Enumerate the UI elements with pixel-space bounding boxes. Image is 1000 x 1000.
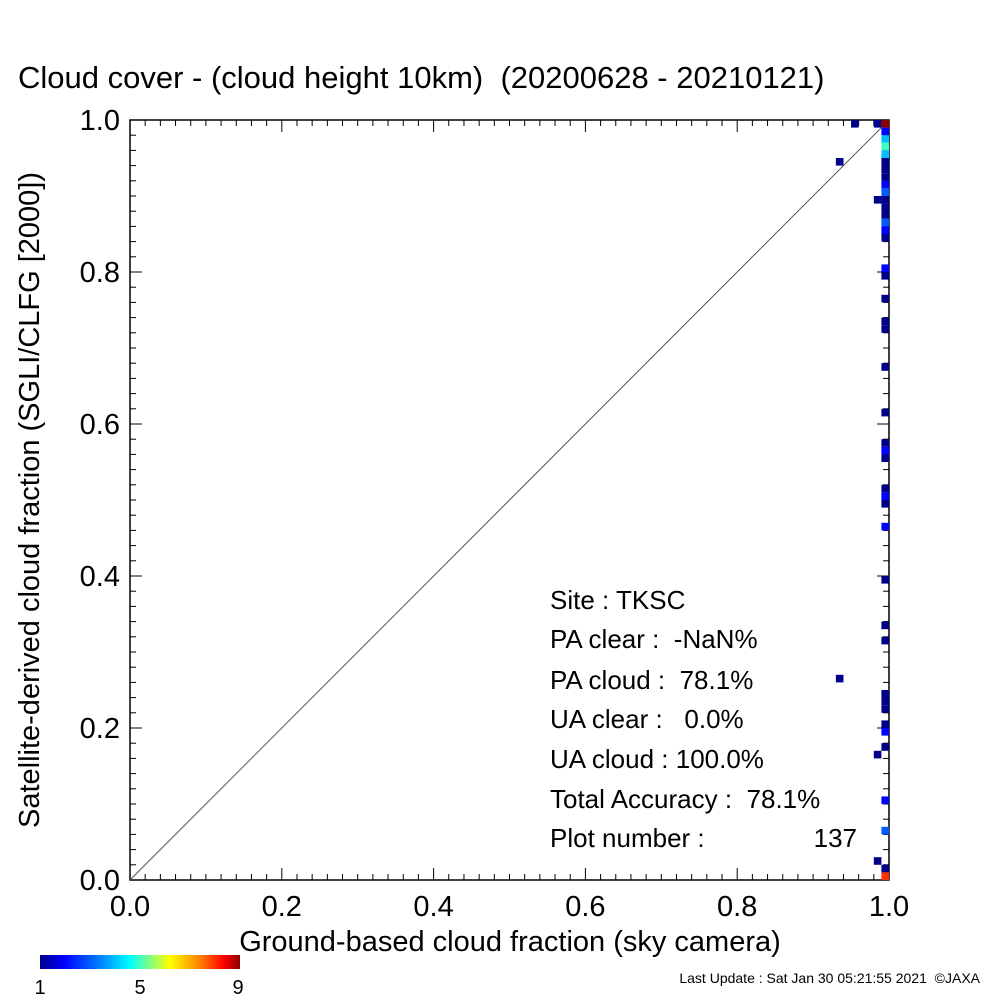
y-axis-label: Satellite-derived cloud fraction (SGLI/C… bbox=[14, 172, 46, 828]
colorbar-tick-mid: 5 bbox=[134, 977, 145, 999]
x-axis-label: Ground-based cloud fraction (sky camera) bbox=[239, 926, 781, 958]
heatmap-cell bbox=[881, 325, 889, 333]
stat-ua-cloud: UA cloud : 100.0% bbox=[550, 744, 764, 774]
heatmap-cell bbox=[881, 363, 889, 371]
heatmap-cell bbox=[881, 226, 889, 234]
heatmap-cell bbox=[881, 173, 889, 181]
heatmap-cell bbox=[881, 796, 889, 804]
stat-plot-number-value: 137 bbox=[814, 823, 857, 853]
y-tick-label-2: 0.4 bbox=[80, 561, 120, 593]
y-tick-labels: 0.0 0.2 0.4 0.6 0.8 1.0 bbox=[80, 105, 120, 897]
heatmap-cell bbox=[881, 446, 889, 455]
heatmap-cell bbox=[881, 522, 889, 531]
heatmap-cell bbox=[881, 294, 889, 303]
y-tick-label-1: 0.2 bbox=[80, 713, 120, 745]
heatmap-cell bbox=[881, 188, 889, 196]
heatmap-cell bbox=[881, 127, 889, 136]
heatmap-cell bbox=[881, 872, 889, 880]
heatmap-cell bbox=[835, 158, 844, 166]
x-tick-label-4: 0.8 bbox=[717, 891, 757, 923]
heatmap-cell bbox=[881, 408, 889, 417]
heatmap-cells bbox=[835, 120, 889, 880]
heatmap-cell bbox=[881, 165, 889, 174]
heatmap-cell bbox=[881, 697, 889, 706]
heatmap-cell bbox=[881, 234, 889, 242]
colorbar-gradient bbox=[40, 955, 240, 969]
stat-plot-number-label: Plot number : bbox=[550, 823, 705, 853]
heatmap-cell bbox=[881, 142, 889, 151]
heatmap-cell bbox=[881, 720, 889, 728]
heatmap-cell bbox=[881, 120, 889, 128]
heatmap-cell bbox=[881, 690, 889, 698]
heatmap-cell bbox=[881, 180, 889, 189]
colorbar: 1 5 9 bbox=[34, 955, 244, 999]
heatmap-cell bbox=[881, 636, 889, 645]
heatmap-cell bbox=[881, 196, 889, 204]
heatmap-cell bbox=[881, 272, 889, 280]
one-to-one-line bbox=[129, 119, 890, 881]
stat-site: Site : TKSC bbox=[550, 585, 685, 615]
heatmap-cell bbox=[881, 203, 889, 212]
y-tick-label-3: 0.6 bbox=[80, 409, 120, 441]
heatmap-cell bbox=[881, 158, 889, 166]
heatmap-cell bbox=[881, 150, 889, 158]
stat-pa-cloud: PA cloud : 78.1% bbox=[550, 665, 753, 695]
footer-update-text: Last Update : Sat Jan 30 05:21:55 2021 ©… bbox=[679, 970, 980, 986]
heatmap-cell bbox=[873, 750, 882, 759]
heatmap-cell bbox=[881, 317, 889, 326]
x-tick-labels: 0.0 0.2 0.4 0.6 0.8 1.0 bbox=[110, 891, 909, 923]
heatmap-cell bbox=[881, 500, 889, 508]
y-tick-label-4: 0.8 bbox=[80, 257, 120, 289]
heatmap-cell bbox=[881, 439, 889, 447]
heatmap-cell bbox=[873, 196, 882, 204]
heatmap-cell bbox=[881, 743, 889, 751]
heatmap-cell bbox=[881, 492, 889, 500]
heatmap-cell bbox=[881, 728, 889, 736]
chart-title: Cloud cover - (cloud height 10km) (20200… bbox=[18, 60, 824, 95]
x-tick-label-2: 0.4 bbox=[413, 891, 453, 923]
heatmap-cell bbox=[881, 705, 889, 713]
y-tick-label-5: 1.0 bbox=[80, 105, 120, 137]
heatmap-cell bbox=[881, 135, 889, 143]
y-tick-label-0: 0.0 bbox=[80, 865, 120, 897]
heatmap-cell bbox=[881, 211, 889, 219]
heatmap-cell bbox=[881, 576, 889, 584]
x-tick-label-0: 0.0 bbox=[110, 891, 150, 923]
heatmap-cell bbox=[881, 621, 889, 630]
heatmap-cell bbox=[881, 218, 889, 227]
heatmap-cell bbox=[881, 484, 889, 493]
stats-box: Site : TKSC PA clear : -NaN% PA cloud : … bbox=[550, 585, 857, 853]
heatmap-cell bbox=[881, 864, 889, 873]
x-tick-label-5: 1.0 bbox=[869, 891, 909, 923]
colorbar-tick-max: 9 bbox=[232, 977, 243, 999]
heatmap-cell bbox=[873, 857, 882, 865]
stat-pa-clear: PA clear : -NaN% bbox=[550, 624, 758, 654]
heatmap-cell bbox=[881, 454, 889, 462]
stat-total-accuracy: Total Accuracy : 78.1% bbox=[550, 784, 820, 814]
heatmap-cell bbox=[873, 120, 882, 128]
stat-ua-clear: UA clear : 0.0% bbox=[550, 704, 744, 734]
x-tick-label-1: 0.2 bbox=[262, 891, 302, 923]
heatmap-cell bbox=[835, 674, 844, 683]
heatmap-cell bbox=[881, 264, 889, 272]
x-tick-label-3: 0.6 bbox=[565, 891, 605, 923]
colorbar-tick-min: 1 bbox=[34, 977, 45, 999]
heatmap-cell bbox=[881, 826, 889, 835]
heatmap-cell bbox=[851, 120, 859, 128]
